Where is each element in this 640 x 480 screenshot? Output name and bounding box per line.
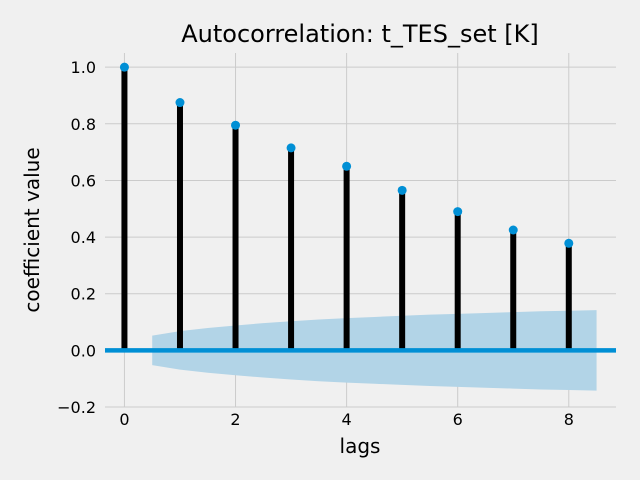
y-axis-label: coefficient value (20, 147, 44, 312)
y-tick-label: 0.8 (71, 115, 96, 134)
y-tick-label: 0.4 (71, 228, 96, 247)
stems (121, 67, 572, 351)
y-tick-label: 0.2 (71, 285, 96, 304)
data-point (564, 238, 574, 248)
y-tick-label: 0.6 (71, 171, 96, 190)
data-point (119, 62, 129, 72)
markers (119, 62, 574, 248)
x-tick-label: 4 (342, 410, 352, 429)
y-tick-labels: −0.2 0.0 0.2 0.4 0.6 0.8 1.0 (57, 58, 96, 417)
data-point (342, 161, 352, 171)
data-point (175, 98, 185, 108)
data-point (508, 225, 518, 235)
x-tick-labels: 0 2 4 6 8 (119, 410, 574, 429)
y-tick-label: 1.0 (71, 58, 96, 77)
x-tick-label: 8 (564, 410, 574, 429)
x-tick-label: 6 (453, 410, 463, 429)
data-point (453, 207, 463, 217)
x-axis-label: lags (340, 434, 381, 458)
y-tick-label: −0.2 (57, 398, 96, 417)
data-point (397, 185, 407, 195)
y-tick-label: 0.0 (71, 341, 96, 360)
x-tick-label: 2 (230, 410, 240, 429)
x-tick-label: 0 (119, 410, 129, 429)
chart-title: Autocorrelation: t_TES_set [K] (181, 20, 538, 48)
data-point (231, 120, 241, 130)
data-point (286, 143, 296, 153)
